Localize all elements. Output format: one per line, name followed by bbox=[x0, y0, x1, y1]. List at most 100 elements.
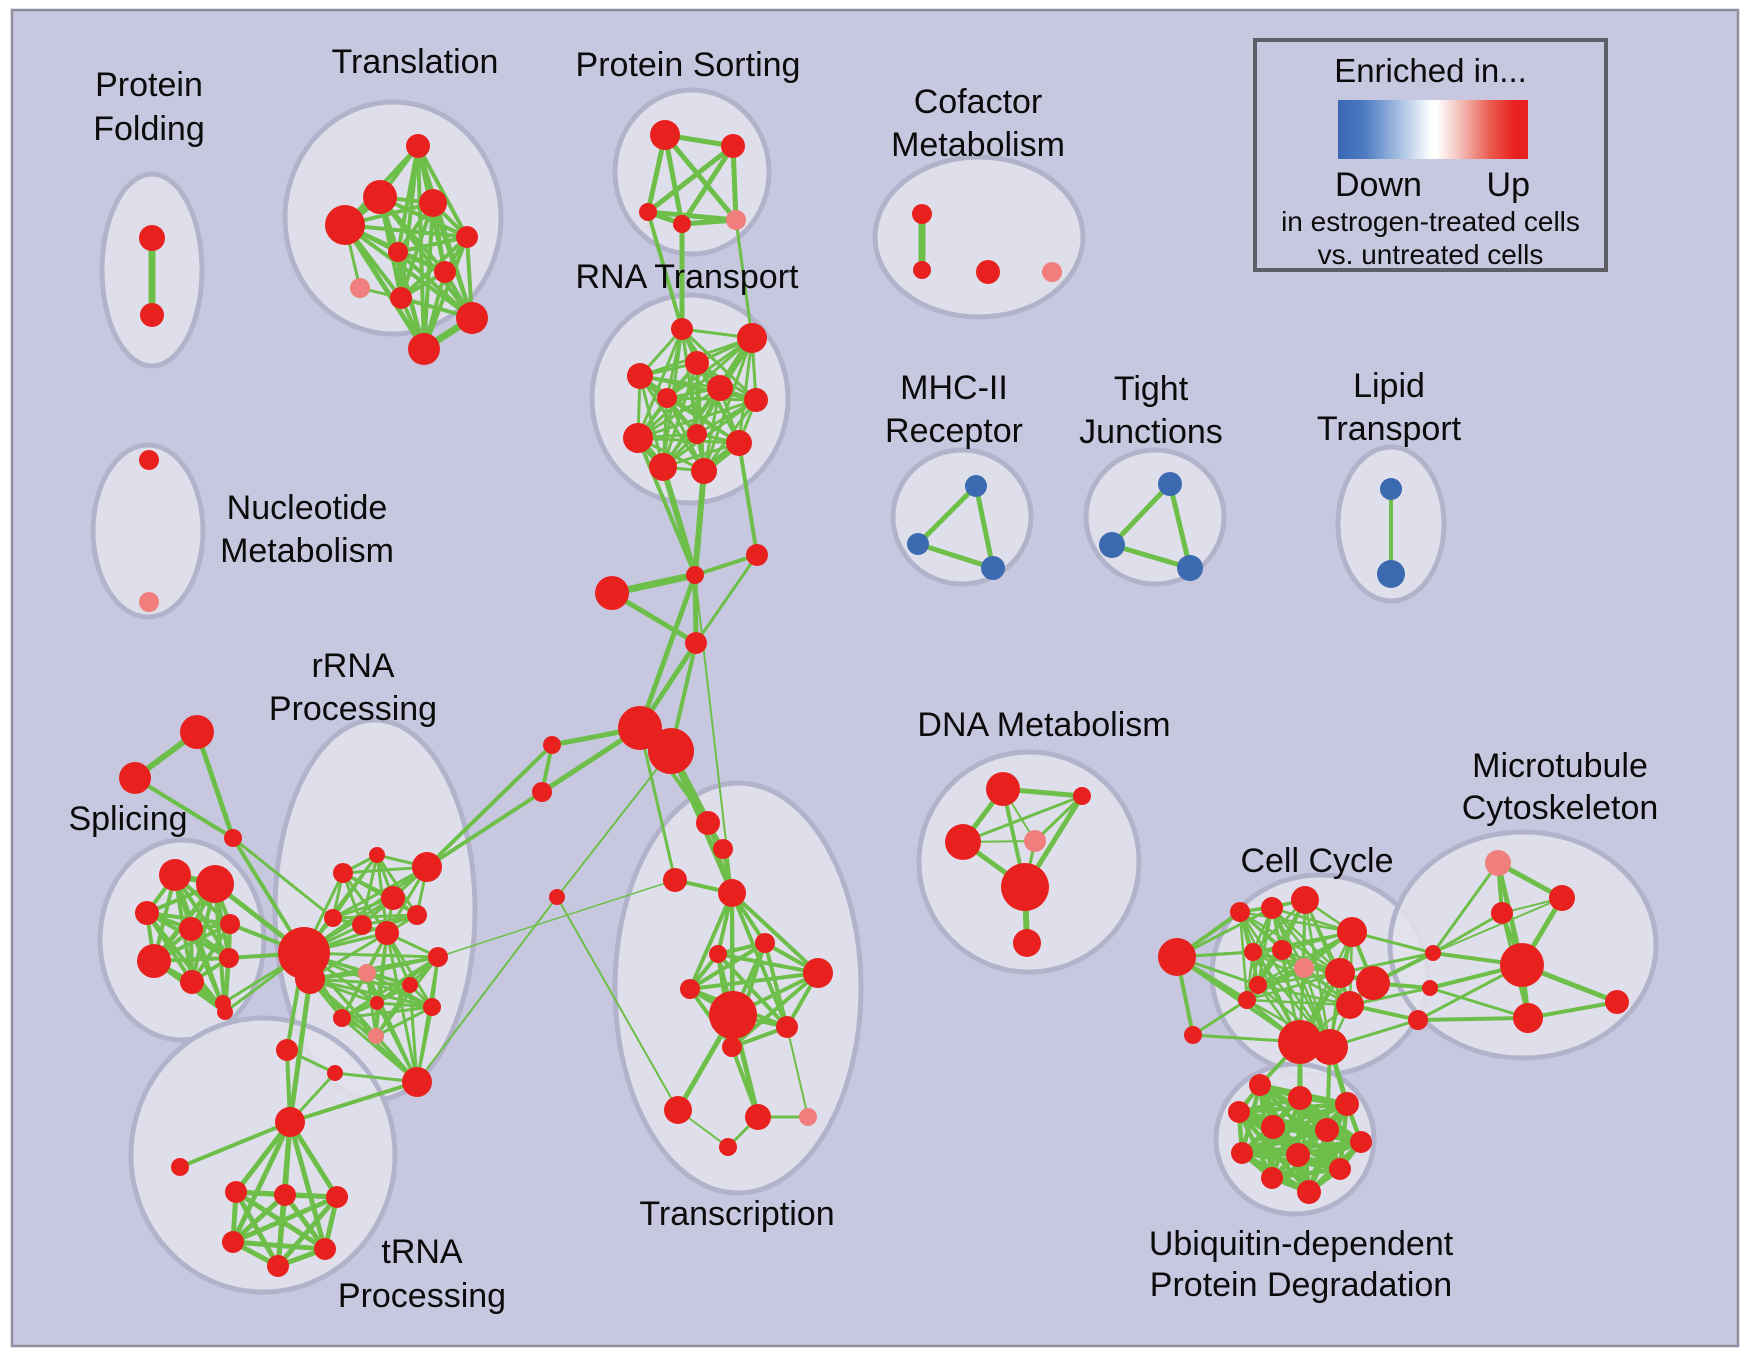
node-b4 bbox=[618, 706, 662, 750]
node-r7 bbox=[687, 424, 707, 444]
edge-mh0-mh2 bbox=[973, 483, 996, 571]
node-s4 bbox=[220, 914, 240, 934]
node-m1 bbox=[1549, 885, 1575, 911]
edge-c1-c12 bbox=[1191, 998, 1249, 1037]
legend: Enriched in... Down Up in estrogen-treat… bbox=[1253, 38, 1608, 272]
node-c5 bbox=[1337, 917, 1367, 947]
edge-g1-g5 bbox=[360, 853, 379, 927]
node-ps2 bbox=[639, 203, 657, 221]
node-t2 bbox=[419, 189, 447, 217]
node-r11 bbox=[691, 458, 717, 484]
node-c11 bbox=[1249, 976, 1267, 994]
cluster-label-cofactor-metabolism: Metabolism bbox=[891, 126, 1065, 164]
edge-t1-t9 bbox=[378, 195, 474, 320]
edge-ps0-ps4 bbox=[662, 132, 739, 223]
node-q10 bbox=[1261, 1167, 1283, 1189]
node-c13 bbox=[1336, 991, 1364, 1019]
edge-g17-u0 bbox=[288, 1080, 419, 1124]
node-mh0 bbox=[965, 475, 987, 497]
cluster-label-microtubule-cytoskeleton: Cytoskeleton bbox=[1462, 789, 1659, 827]
node-t8 bbox=[390, 287, 412, 309]
node-u1 bbox=[171, 1158, 189, 1176]
node-g8 bbox=[428, 947, 448, 967]
edge-b7-g2 bbox=[425, 790, 544, 869]
edge-q9-q10 bbox=[1269, 1166, 1343, 1181]
edge-ps4-r1 bbox=[734, 218, 754, 340]
node-q7 bbox=[1231, 1142, 1253, 1164]
node-b2 bbox=[595, 576, 629, 610]
node-c12 bbox=[1238, 991, 1256, 1009]
node-tr0 bbox=[696, 811, 720, 835]
edge-tr3-tr6 bbox=[730, 891, 820, 975]
cluster-label-tight-junctions: Junctions bbox=[1079, 413, 1223, 451]
edge-r1-r11 bbox=[702, 336, 754, 473]
node-q6 bbox=[1350, 1131, 1372, 1153]
node-c0 bbox=[1158, 938, 1196, 976]
node-tj2 bbox=[1177, 555, 1203, 581]
edge-c9-j0 bbox=[1338, 951, 1435, 975]
node-g0 bbox=[333, 863, 353, 883]
edge-u0-u5 bbox=[230, 1119, 293, 1245]
node-t1 bbox=[363, 180, 397, 214]
node-s6 bbox=[180, 970, 204, 994]
edge-r3-r11 bbox=[638, 374, 706, 473]
edge-r8-r9 bbox=[636, 436, 741, 445]
node-b8 bbox=[549, 889, 565, 905]
edge-j0-m1 bbox=[1432, 897, 1563, 954]
node-q11 bbox=[1297, 1180, 1321, 1204]
node-b6 bbox=[543, 736, 561, 754]
node-pf0 bbox=[139, 225, 165, 251]
legend-subtitle-line2: vs. untreated cells bbox=[1317, 239, 1544, 270]
cluster-label-mhc-ii-receptor: MHC-II bbox=[900, 369, 1008, 407]
node-u2 bbox=[225, 1181, 247, 1203]
node-l0 bbox=[1380, 478, 1402, 500]
node-j1 bbox=[1422, 980, 1438, 996]
node-tr14 bbox=[719, 1138, 737, 1156]
cluster-label-nucleotide-metabolism: Nucleotide bbox=[227, 489, 388, 527]
node-n0 bbox=[139, 450, 159, 470]
node-g3 bbox=[381, 886, 405, 910]
edge-g8-g9 bbox=[365, 955, 440, 975]
node-u0 bbox=[275, 1107, 305, 1137]
node-r1 bbox=[737, 323, 767, 353]
edge-b1-b3 bbox=[694, 553, 759, 645]
edge-g8-g13 bbox=[340, 955, 440, 1020]
edge-c12-c13 bbox=[1245, 998, 1352, 1007]
node-c1 bbox=[1184, 1026, 1202, 1044]
cluster-label-trna-processing: Processing bbox=[338, 1277, 506, 1315]
node-tr13 bbox=[799, 1108, 817, 1126]
node-c15 bbox=[1312, 1029, 1348, 1065]
node-tr5 bbox=[709, 945, 727, 963]
edge-g4-g7 bbox=[331, 913, 419, 920]
cluster-label-translation: Translation bbox=[332, 43, 499, 81]
edge-tr5-tr9 bbox=[716, 952, 789, 1029]
legend-title: Enriched in... bbox=[1334, 52, 1527, 89]
node-g16 bbox=[327, 1065, 343, 1081]
edge-t3-t9 bbox=[343, 223, 474, 320]
cluster-label-cell-cycle: Cell Cycle bbox=[1240, 842, 1393, 880]
edge-u4-u5 bbox=[230, 1194, 340, 1245]
edge-ps1-ps4 bbox=[730, 143, 739, 223]
edge-t4-t5 bbox=[396, 235, 469, 254]
cluster-label-dna-metabolism: DNA Metabolism bbox=[917, 706, 1170, 744]
node-g4 bbox=[324, 909, 342, 927]
edge-u3-u6 bbox=[282, 1192, 328, 1252]
edge-r1-r9 bbox=[737, 336, 754, 445]
node-u5 bbox=[222, 1231, 244, 1253]
node-c9 bbox=[1325, 958, 1355, 988]
node-s2 bbox=[135, 901, 159, 925]
cluster-label-microtubule-cytoskeleton: Microtubule bbox=[1472, 747, 1648, 785]
edge-x2-g4 bbox=[231, 836, 335, 920]
edge-r5-r6 bbox=[665, 396, 758, 402]
node-c8 bbox=[1294, 958, 1314, 978]
edge-tr5-tr6 bbox=[716, 952, 820, 975]
edge-tr3-tr7 bbox=[688, 891, 734, 991]
edge-g13-g17 bbox=[340, 1016, 419, 1084]
edge-u0-u6 bbox=[287, 1119, 328, 1252]
node-r9 bbox=[726, 430, 752, 456]
node-tr9 bbox=[776, 1016, 798, 1038]
node-s0 bbox=[159, 859, 191, 891]
node-cf0 bbox=[912, 204, 932, 224]
node-mh2 bbox=[981, 556, 1005, 580]
edge-mh1-mh2 bbox=[915, 541, 996, 571]
